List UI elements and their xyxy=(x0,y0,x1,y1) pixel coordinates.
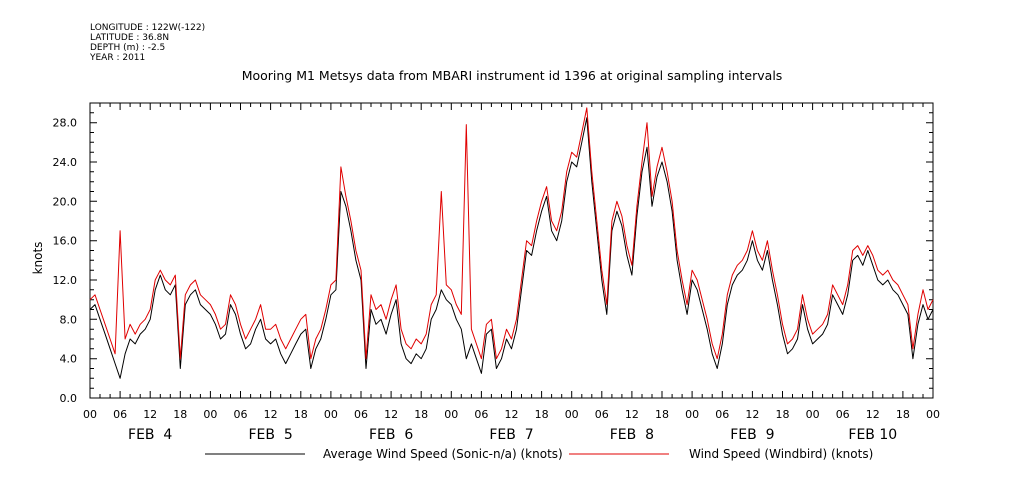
legend-label-average-wind: Average Wind Speed (Sonic-n/a) (knots) xyxy=(323,447,563,461)
x-tick-label: 18 xyxy=(776,408,790,421)
y-tick-label: 4.0 xyxy=(60,353,78,366)
x-tick-label: 12 xyxy=(264,408,278,421)
day-label: FEB 8 xyxy=(610,427,654,443)
day-label: FEB 5 xyxy=(248,427,292,443)
y-axis-label: knots xyxy=(31,242,45,275)
day-label: FEB 10 xyxy=(848,427,897,443)
x-tick-label: 00 xyxy=(203,408,217,421)
x-tick-label: 18 xyxy=(655,408,669,421)
series-line-windbird xyxy=(89,107,934,360)
y-tick-label: 16.0 xyxy=(53,235,78,248)
x-tick-label: 06 xyxy=(354,408,368,421)
x-tick-label: 00 xyxy=(444,408,458,421)
x-tick-label: 00 xyxy=(324,408,338,421)
x-tick-label: 06 xyxy=(595,408,609,421)
x-tick-label: 18 xyxy=(535,408,549,421)
x-tick-label: 00 xyxy=(926,408,940,421)
x-tick-label: 12 xyxy=(384,408,398,421)
day-labels: FEB 4 FEB 5 FEB 6 FEB 7 FEB 8 FEB 9 FEB 10 xyxy=(128,427,897,443)
x-tick-label: 18 xyxy=(173,408,187,421)
y-tick-label: 0.0 xyxy=(60,392,78,405)
x-tick-label: 18 xyxy=(294,408,308,421)
year-label: YEAR : 2011 xyxy=(89,53,145,63)
x-tick-label: 06 xyxy=(113,408,127,421)
legend: Average Wind Speed (Sonic-n/a) (knots) W… xyxy=(205,447,873,461)
chart-title: Mooring M1 Metsys data from MBARI instru… xyxy=(242,68,783,83)
plot-frame xyxy=(89,102,934,399)
x-tick-label: 12 xyxy=(745,408,759,421)
legend-label-windbird: Wind Speed (Windbird) (knots) xyxy=(689,447,873,461)
y-tick-label: 12.0 xyxy=(53,274,78,287)
y-tick-label: 8.0 xyxy=(60,313,78,326)
tick-marks xyxy=(89,102,934,399)
day-label: FEB 4 xyxy=(128,427,172,443)
latitude-label: LATITUDE : 36.8N xyxy=(90,33,169,43)
x-tick-label: 06 xyxy=(234,408,248,421)
axis-ticks xyxy=(89,102,934,399)
x-tick-label: 00 xyxy=(83,408,97,421)
x-tick-label: 06 xyxy=(836,408,850,421)
x-tick-label: 00 xyxy=(806,408,820,421)
x-tick-label: 00 xyxy=(685,408,699,421)
y-tick-label: 24.0 xyxy=(53,156,78,169)
x-tick-label: 06 xyxy=(715,408,729,421)
day-label: FEB 9 xyxy=(730,427,774,443)
x-tick-labels: 00 06 12 18 00 06 12 18 00 06 12 18 00 06 12 18 00 06 12 18… xyxy=(83,408,940,421)
day-label: FEB 7 xyxy=(489,427,533,443)
x-tick-label: 18 xyxy=(896,408,910,421)
series-lines xyxy=(89,107,934,379)
y-tick-labels: 0.0 4.0 8.0 12.0 16.0 20.0 24.0 28.0 xyxy=(53,117,78,405)
x-tick-label: 12 xyxy=(625,408,639,421)
longitude-label: LONGITUDE : 122W(-122) xyxy=(90,23,205,33)
x-tick-label: 12 xyxy=(505,408,519,421)
y-tick-label: 28.0 xyxy=(53,117,78,130)
x-tick-label: 18 xyxy=(414,408,428,421)
x-tick-label: 00 xyxy=(565,408,579,421)
x-tick-label: 06 xyxy=(474,408,488,421)
x-tick-label: 12 xyxy=(143,408,157,421)
x-tick-label: 12 xyxy=(866,408,880,421)
series-line-average-wind xyxy=(89,117,934,379)
y-tick-label: 20.0 xyxy=(53,195,78,208)
day-label: FEB 6 xyxy=(369,427,413,443)
depth-label: DEPTH (m) : -2.5 xyxy=(90,43,165,53)
